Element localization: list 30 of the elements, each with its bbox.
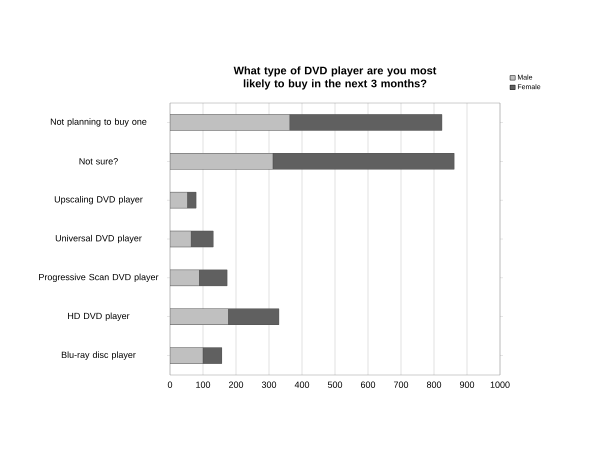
bar (228, 308, 280, 325)
x-tick-label: 500 (328, 382, 342, 388)
bar (170, 153, 274, 170)
x-tick-label: 200 (228, 382, 244, 388)
y-tick-label: Progressive Scan DVD player (39, 274, 158, 282)
x-tick-label: 400 (294, 382, 310, 388)
y-tick-label: Not planning to buy one (50, 118, 146, 127)
y-tick-label: Not sure? (80, 158, 118, 164)
x-tick-label: 700 (394, 382, 408, 388)
x-tick-label: 900 (460, 382, 474, 388)
bar (170, 230, 192, 248)
bar (170, 308, 229, 325)
bar (199, 270, 228, 286)
y-tick-label: HD DVD player (68, 312, 130, 321)
y-tick-label: Blu-ray disc player (62, 351, 136, 360)
bar (170, 347, 204, 364)
y-tick-label: Universal DVD player (56, 234, 142, 244)
bar (170, 114, 290, 131)
x-tick-label: 600 (360, 382, 376, 388)
chart-title: What type of DVD player are you most likely to buy in the next 3 months? (234, 66, 436, 90)
x-tick-label: 300 (262, 382, 276, 388)
bar (190, 230, 214, 248)
bar (170, 270, 200, 286)
x-tick-label: 0 (168, 382, 172, 388)
bar (187, 192, 196, 208)
x-tick-label: 800 (426, 382, 442, 388)
bar (170, 192, 188, 208)
y-tick-label: Upscaling DVD player (54, 196, 143, 204)
x-tick-label: 1000 (490, 382, 510, 388)
x-tick-label: 100 (196, 382, 210, 388)
